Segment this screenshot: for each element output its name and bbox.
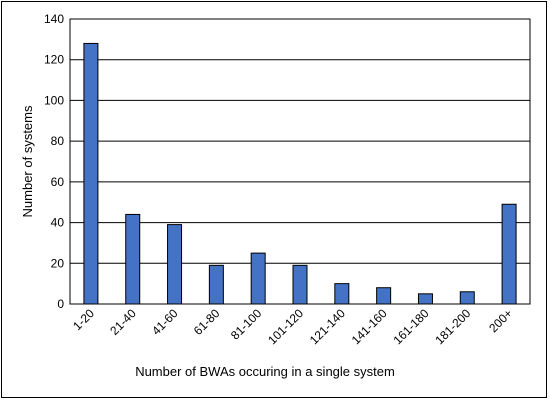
bar-141-160 bbox=[376, 287, 392, 305]
bar-1-20 bbox=[83, 42, 99, 305]
y-tick-label: 140 bbox=[44, 12, 64, 26]
bar-101-120 bbox=[292, 264, 308, 305]
x-tick-label: 200+ bbox=[486, 306, 515, 335]
x-tick-label: 101-120 bbox=[265, 306, 306, 347]
y-tick-label: 40 bbox=[51, 216, 65, 230]
x-axis-title: Number of BWAs occuring in a single syst… bbox=[135, 364, 395, 379]
x-tick-labels: 1-20 21-40 41-60 61-80 81-100 101-120 121-140 1… bbox=[70, 306, 515, 347]
y-tick-label: 60 bbox=[51, 175, 65, 189]
bar-161-180 bbox=[417, 293, 433, 305]
bar-61-80 bbox=[208, 264, 224, 305]
y-tick-label: 0 bbox=[57, 297, 64, 311]
y-tick-label: 80 bbox=[51, 134, 65, 148]
x-tick-label: 141-160 bbox=[349, 306, 390, 347]
x-tick-label: 21-40 bbox=[107, 306, 139, 338]
bar-121-140 bbox=[334, 283, 350, 305]
bar-81-100 bbox=[250, 252, 266, 305]
x-tick-label: 1-20 bbox=[70, 306, 97, 333]
x-tick-label: 61-80 bbox=[191, 306, 223, 338]
bar-41-60 bbox=[167, 224, 183, 305]
bar-200+ bbox=[501, 203, 517, 305]
x-tick-label: 41-60 bbox=[149, 306, 181, 338]
y-axis-title: Number of systems bbox=[20, 105, 35, 217]
y-tick-label: 20 bbox=[51, 256, 65, 270]
y-tick-label: 100 bbox=[44, 93, 64, 107]
x-tick-label: 121-140 bbox=[307, 306, 348, 347]
y-tick-labels: 0 20 40 60 80 100 120 140 bbox=[44, 12, 64, 311]
bar-181-200 bbox=[459, 291, 475, 305]
bars bbox=[83, 42, 517, 305]
x-tick-label: 81-100 bbox=[228, 306, 265, 343]
x-tick-label: 161-180 bbox=[391, 306, 432, 347]
bar-21-40 bbox=[125, 213, 141, 305]
x-tick-label: 181-200 bbox=[432, 306, 473, 347]
y-tick-label: 120 bbox=[44, 53, 64, 67]
